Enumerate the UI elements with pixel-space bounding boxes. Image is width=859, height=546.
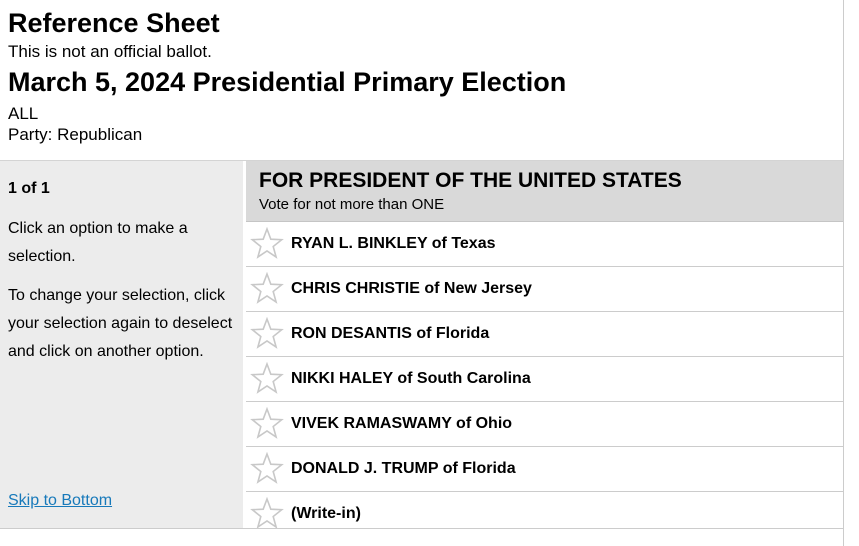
candidate-name: RYAN L. BINKLEY of Texas <box>291 235 496 253</box>
star-icon <box>250 407 284 441</box>
candidate-option-haley[interactable]: NIKKI HALEY of South Carolina <box>246 357 843 403</box>
write-in-label: (Write-in) <box>291 505 361 523</box>
contest-title: FOR PRESIDENT OF THE UNITED STATES <box>259 169 682 192</box>
candidate-option-trump[interactable]: DONALD J. TRUMP of Florida <box>246 447 843 493</box>
star-icon <box>250 497 284 528</box>
candidate-option-desantis[interactable]: RON DESANTIS of Florida <box>246 312 843 358</box>
candidate-option-binkley[interactable]: RYAN L. BINKLEY of Texas <box>246 222 843 268</box>
star-icon <box>250 362 284 396</box>
precinct-label: ALL <box>8 104 39 124</box>
star-icon <box>250 227 284 261</box>
ballot-body: 1 of 1 Click an option to make a selecti… <box>0 160 843 529</box>
contest-instruction: Vote for not more than ONE <box>259 196 445 214</box>
star-icon <box>250 317 284 351</box>
star-icon <box>250 272 284 306</box>
contest-panel: FOR PRESIDENT OF THE UNITED STATES Vote … <box>246 161 843 528</box>
instruction-change-selection: To change your selection, click your sel… <box>8 287 233 360</box>
star-icon <box>250 452 284 486</box>
contest-header: FOR PRESIDENT OF THE UNITED STATES Vote … <box>246 161 843 223</box>
candidate-name: NIKKI HALEY of South Carolina <box>291 370 531 388</box>
instruction-make-selection: Click an option to make a selection. <box>8 220 188 265</box>
candidate-name: VIVEK RAMASWAMY of Ohio <box>291 415 513 433</box>
candidate-name: RON DESANTIS of Florida <box>291 325 490 343</box>
candidate-option-ramaswamy[interactable]: VIVEK RAMASWAMY of Ohio <box>246 402 843 448</box>
ballot-header: Reference Sheet This is not an official … <box>0 0 843 160</box>
write-in-option[interactable]: (Write-in) <box>246 492 843 528</box>
page-title: Reference Sheet <box>8 8 220 38</box>
sidebar: 1 of 1 Click an option to make a selecti… <box>0 161 243 528</box>
page-indicator: 1 of 1 <box>8 180 50 197</box>
party-label: Party: Republican <box>8 125 143 145</box>
election-title: March 5, 2024 Presidential Primary Elect… <box>8 67 567 98</box>
ballot-disclaimer: This is not an official ballot. <box>8 42 212 62</box>
candidate-name: DONALD J. TRUMP of Florida <box>291 460 516 478</box>
candidate-option-christie[interactable]: CHRIS CHRISTIE of New Jersey <box>246 267 843 313</box>
skip-to-bottom-link[interactable]: Skip to Bottom <box>8 492 113 509</box>
candidate-name: CHRIS CHRISTIE of New Jersey <box>291 280 532 298</box>
